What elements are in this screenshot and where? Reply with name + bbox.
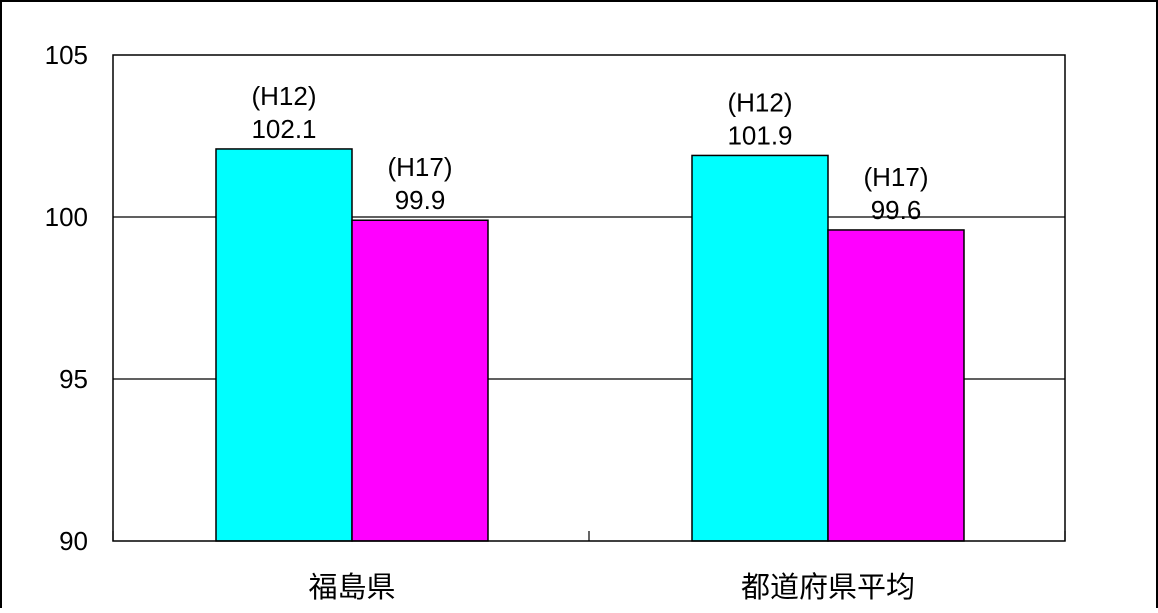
y-tick-label: 90: [59, 526, 88, 556]
data-labels: (H12)102.1(H17)99.9(H12)101.9(H17)99.6: [251, 81, 928, 225]
data-label-series: (H12): [727, 87, 792, 117]
bar: [827, 229, 965, 542]
y-tick-label: 100: [45, 202, 88, 232]
data-label-series: (H17): [387, 152, 452, 182]
data-label-series: (H17): [863, 162, 928, 192]
data-label-value: 101.9: [727, 120, 792, 150]
y-axis: 90 95 100 105: [45, 40, 88, 556]
y-tick-label: 95: [59, 364, 88, 394]
bar: [691, 154, 829, 542]
bar: [215, 148, 353, 542]
data-label-value: 99.6: [871, 195, 922, 225]
bar: [351, 219, 489, 542]
data-label-series: (H12): [251, 81, 316, 111]
data-label-value: 102.1: [251, 114, 316, 144]
data-label-value: 99.9: [395, 185, 446, 215]
plot-area-border: [112, 54, 1066, 542]
y-tick-label: 105: [45, 40, 88, 70]
x-axis: 福島県 都道府県平均: [308, 571, 915, 604]
x-category-label: 都道府県平均: [741, 571, 915, 604]
bars: [215, 148, 965, 542]
x-category-label: 福島県: [308, 571, 395, 604]
